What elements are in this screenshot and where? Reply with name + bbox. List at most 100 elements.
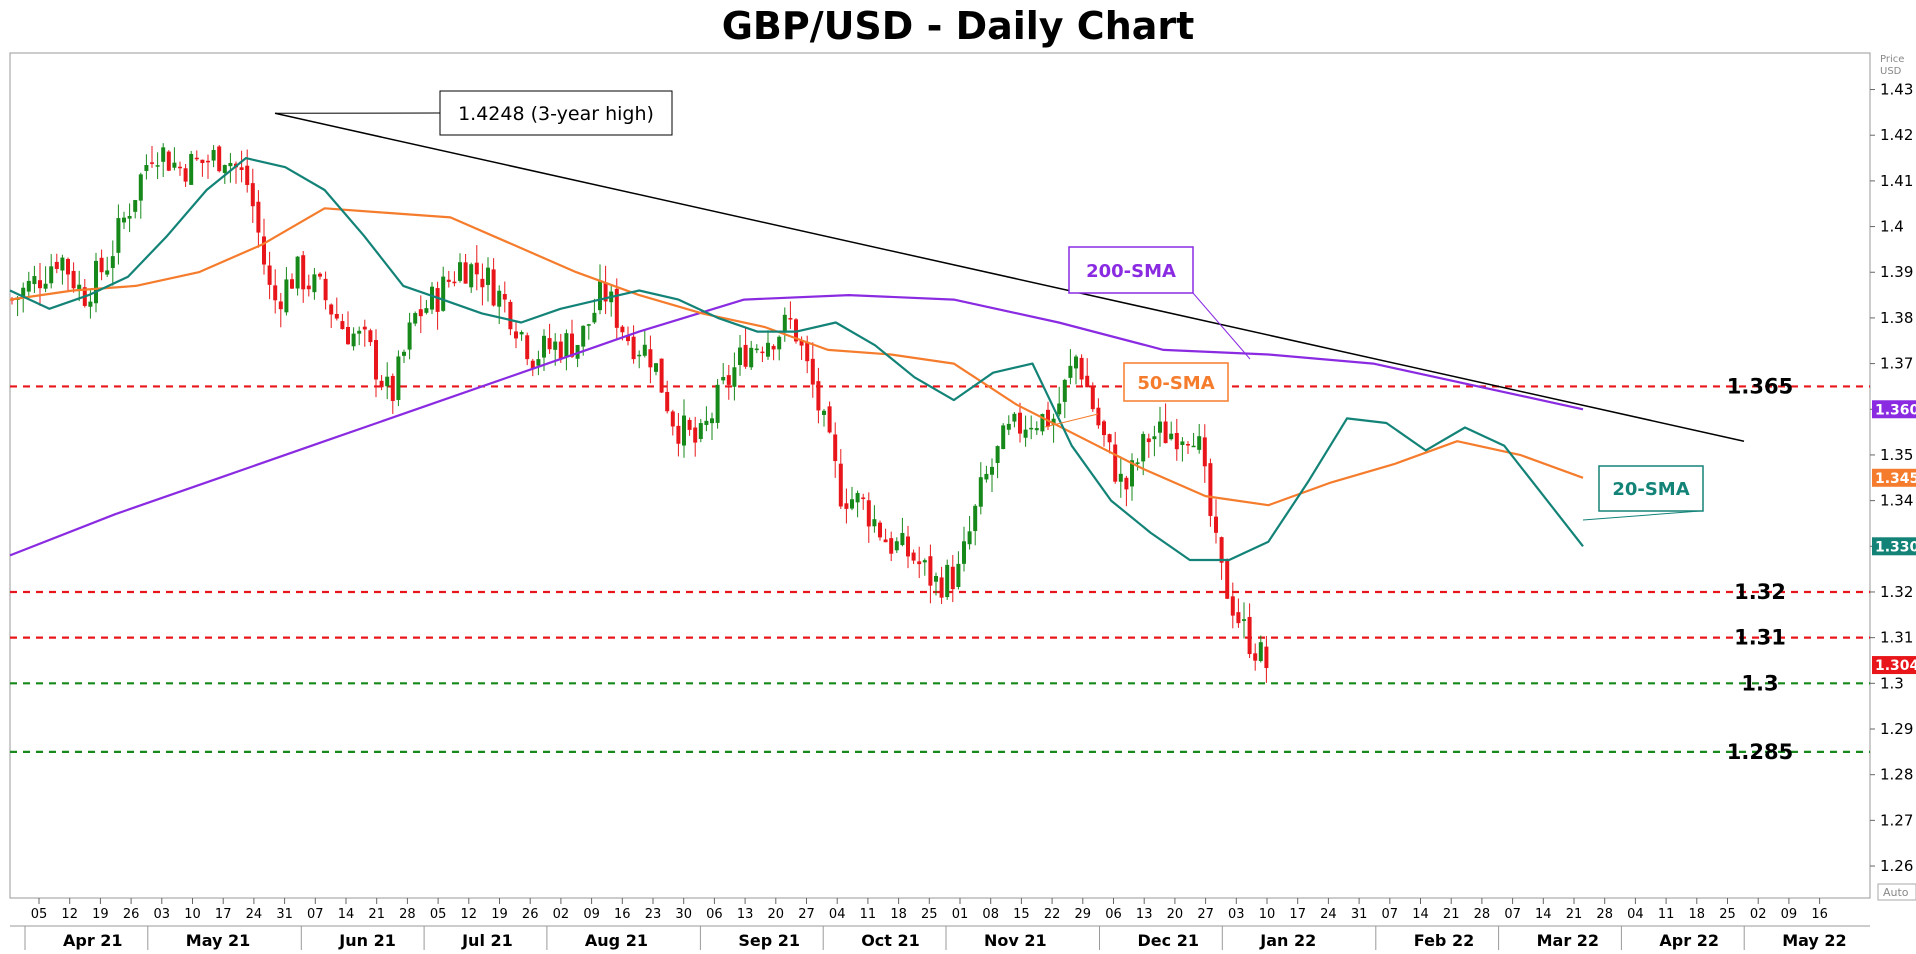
- candle-body[interactable]: [38, 280, 42, 289]
- candle-body[interactable]: [183, 168, 188, 182]
- candle-body[interactable]: [161, 147, 166, 162]
- candle-body[interactable]: [603, 282, 608, 302]
- candle-body[interactable]: [127, 215, 132, 219]
- candle-body[interactable]: [1079, 357, 1084, 380]
- candle-body[interactable]: [239, 167, 244, 170]
- candle-body[interactable]: [586, 324, 591, 326]
- candle-body[interactable]: [379, 380, 384, 388]
- candle-body[interactable]: [21, 287, 26, 299]
- candle-body[interactable]: [66, 258, 70, 275]
- candle-body[interactable]: [172, 162, 177, 168]
- candle-body[interactable]: [245, 165, 250, 185]
- candle-body[interactable]: [626, 336, 630, 342]
- candle-body[interactable]: [1174, 432, 1179, 450]
- candle-body[interactable]: [844, 503, 849, 509]
- sma-200-line[interactable]: [9, 294, 1584, 557]
- candle-body[interactable]: [1214, 516, 1218, 533]
- candle-body[interactable]: [1130, 460, 1134, 487]
- candle-body[interactable]: [575, 344, 580, 359]
- candle-body[interactable]: [256, 201, 261, 233]
- candle-body[interactable]: [211, 149, 216, 161]
- candle-body[interactable]: [1090, 386, 1095, 410]
- candle-body[interactable]: [1113, 444, 1118, 482]
- candle-body[interactable]: [122, 217, 126, 223]
- candle-body[interactable]: [206, 160, 210, 163]
- candle-body[interactable]: [687, 419, 692, 430]
- candle-body[interactable]: [934, 576, 938, 582]
- candle-body[interactable]: [698, 423, 703, 439]
- candle-body[interactable]: [480, 278, 485, 288]
- candle-body[interactable]: [329, 304, 334, 315]
- candle-body[interactable]: [1152, 436, 1157, 440]
- candle-body[interactable]: [362, 326, 367, 330]
- candle-body[interactable]: [26, 280, 31, 292]
- candle-body[interactable]: [267, 265, 272, 285]
- candle-body[interactable]: [771, 345, 776, 350]
- candle-body[interactable]: [407, 322, 412, 350]
- candle-body[interactable]: [1124, 477, 1129, 490]
- sma-20-line[interactable]: [9, 157, 1584, 562]
- candle-body[interactable]: [323, 278, 328, 301]
- candle-body[interactable]: [967, 531, 972, 545]
- candle-body[interactable]: [1029, 427, 1034, 430]
- candle-body[interactable]: [1236, 612, 1241, 624]
- candle-body[interactable]: [878, 522, 882, 538]
- candle-body[interactable]: [855, 492, 860, 503]
- candle-body[interactable]: [648, 349, 653, 368]
- candle-body[interactable]: [273, 285, 278, 301]
- candle-body[interactable]: [838, 463, 843, 507]
- candle-body[interactable]: [1242, 619, 1246, 621]
- candle-body[interactable]: [1034, 428, 1039, 431]
- candle-body[interactable]: [301, 255, 306, 290]
- candle-body[interactable]: [833, 434, 838, 462]
- candle-body[interactable]: [889, 538, 894, 554]
- downtrend-line[interactable]: [274, 112, 1745, 442]
- candle-body[interactable]: [1006, 423, 1011, 430]
- candle-body[interactable]: [928, 556, 933, 586]
- candle-body[interactable]: [956, 563, 961, 587]
- candle-body[interactable]: [1062, 379, 1067, 402]
- candle-body[interactable]: [1219, 537, 1224, 563]
- candle-body[interactable]: [659, 358, 664, 393]
- candle-body[interactable]: [542, 335, 546, 358]
- candle-body[interactable]: [788, 318, 793, 320]
- candle-body[interactable]: [32, 276, 37, 285]
- candle-body[interactable]: [732, 367, 737, 387]
- candle-body[interactable]: [1102, 421, 1106, 436]
- candle-body[interactable]: [1040, 414, 1045, 432]
- candle-body[interactable]: [396, 356, 401, 400]
- candle-body[interactable]: [418, 309, 423, 317]
- candle-body[interactable]: [110, 256, 115, 268]
- candle-body[interactable]: [754, 348, 759, 351]
- candle-body[interactable]: [1107, 434, 1112, 443]
- candle-body[interactable]: [334, 313, 339, 319]
- candle-body[interactable]: [900, 532, 905, 546]
- candle-body[interactable]: [290, 279, 294, 289]
- candle-body[interactable]: [665, 391, 670, 412]
- candle-body[interactable]: [228, 162, 233, 167]
- candle-body[interactable]: [1169, 433, 1174, 440]
- candle-body[interactable]: [474, 262, 479, 275]
- candle-body[interactable]: [43, 283, 48, 289]
- candle-body[interactable]: [939, 577, 944, 598]
- candle-body[interactable]: [693, 427, 698, 443]
- candle-body[interactable]: [676, 425, 681, 444]
- candle-body[interactable]: [1202, 437, 1207, 467]
- candle-body[interactable]: [614, 288, 619, 328]
- candle-body[interactable]: [883, 539, 888, 543]
- candle-body[interactable]: [413, 313, 418, 324]
- candle-body[interactable]: [150, 162, 154, 164]
- candle-body[interactable]: [715, 384, 720, 423]
- candle-body[interactable]: [620, 326, 625, 333]
- candle-body[interactable]: [1141, 434, 1146, 462]
- candle-body[interactable]: [1018, 412, 1022, 434]
- candle-body[interactable]: [94, 260, 98, 304]
- plot-area[interactable]: [9, 52, 1871, 899]
- candle-body[interactable]: [547, 338, 552, 350]
- candle-body[interactable]: [502, 293, 507, 300]
- candle-body[interactable]: [1146, 438, 1151, 443]
- candle-body[interactable]: [1068, 365, 1073, 378]
- candle-body[interactable]: [1253, 653, 1258, 661]
- candle-body[interactable]: [1118, 473, 1123, 482]
- candle-body[interactable]: [1096, 407, 1101, 426]
